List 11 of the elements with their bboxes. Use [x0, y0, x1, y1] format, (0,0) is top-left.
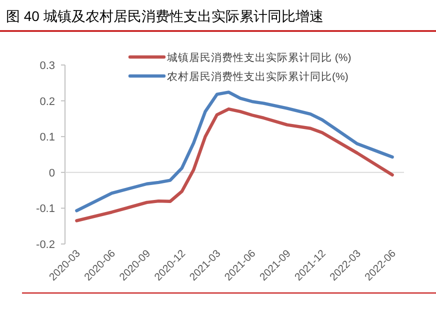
y-tick-label: -0.2 — [36, 239, 55, 251]
y-tick-label: 0.2 — [40, 96, 55, 108]
y-tick-label: 0 — [48, 167, 55, 180]
chart-title: 图 40 城镇及农村居民消费性支出实际累计同比增速 — [6, 8, 324, 24]
line-series — [75, 90, 394, 212]
y-tick-label: 0.3 — [40, 60, 55, 72]
y-tick-label: 0.1 — [40, 132, 55, 144]
legend-label: 农村居民消费性支出实际累计同比(%) — [167, 70, 348, 83]
line-series — [75, 107, 394, 222]
legend-label: 城镇居民消费性支出实际累计同比 (%) — [166, 51, 352, 64]
y-tick-label: -0.1 — [36, 203, 55, 216]
